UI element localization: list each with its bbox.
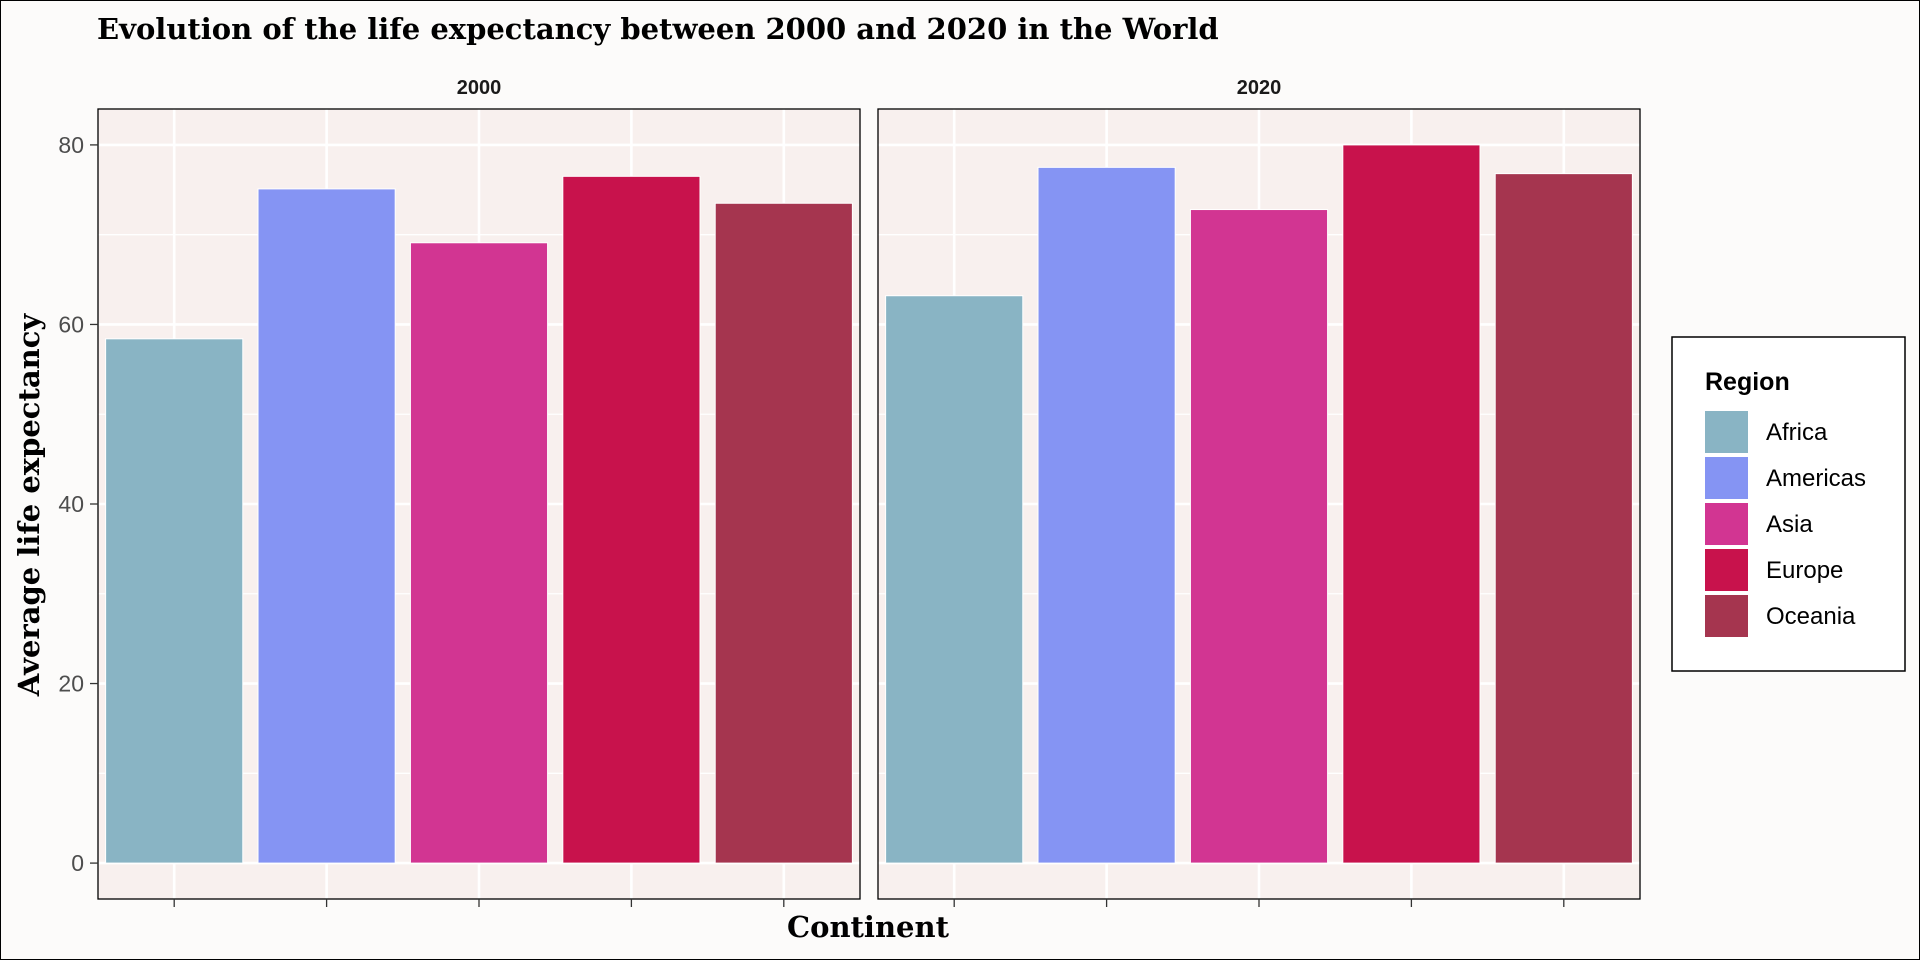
legend-key-europe bbox=[1705, 549, 1748, 591]
legend-label-oceania: Oceania bbox=[1766, 603, 1856, 630]
y-tick-label: 40 bbox=[58, 491, 84, 517]
bar-2020-africa bbox=[885, 295, 1024, 864]
facet-strip-label: 2020 bbox=[1237, 77, 1282, 99]
legend-label-africa: Africa bbox=[1766, 419, 1828, 446]
bar-2020-oceania bbox=[1494, 173, 1633, 864]
facet-panel-2000: 2000 bbox=[97, 77, 861, 907]
bar-2020-americas bbox=[1037, 166, 1176, 864]
facet-panel-2020: 2020 bbox=[877, 77, 1641, 907]
bar-2000-europe bbox=[562, 175, 701, 864]
legend-label-europe: Europe bbox=[1766, 557, 1843, 584]
legend-key-africa bbox=[1705, 411, 1748, 453]
legend-label-asia: Asia bbox=[1766, 511, 1813, 538]
y-tick-label: 20 bbox=[58, 671, 84, 697]
legend-key-americas bbox=[1705, 457, 1748, 499]
y-tick-label: 60 bbox=[58, 311, 84, 337]
legend-title: Region bbox=[1705, 368, 1790, 396]
legend-key-oceania bbox=[1705, 595, 1748, 637]
chart-title: Evolution of the life expectancy between… bbox=[97, 12, 1219, 46]
legend-key-asia bbox=[1705, 503, 1748, 545]
bar-2000-oceania bbox=[714, 202, 853, 864]
y-axis-label: Average life expectancy bbox=[12, 313, 46, 698]
bar-2020-asia bbox=[1189, 209, 1329, 864]
bar-2000-americas bbox=[257, 188, 396, 864]
bar-2020-europe bbox=[1342, 144, 1481, 864]
y-tick-label: 80 bbox=[58, 132, 84, 158]
legend: Region Africa Americas Asia Europe Oceania bbox=[1671, 336, 1906, 672]
facet-strip-label: 2000 bbox=[457, 77, 502, 99]
facet-panels: 2000 2020 0 20 40 60 80 bbox=[58, 77, 1641, 907]
y-tick-label: 0 bbox=[71, 850, 84, 876]
bar-2000-africa bbox=[105, 338, 244, 864]
y-axis: 0 20 40 60 80 bbox=[58, 132, 98, 876]
bar-2000-asia bbox=[409, 242, 549, 864]
legend-label-americas: Americas bbox=[1766, 465, 1866, 492]
x-axis-label: Continent bbox=[787, 910, 950, 944]
